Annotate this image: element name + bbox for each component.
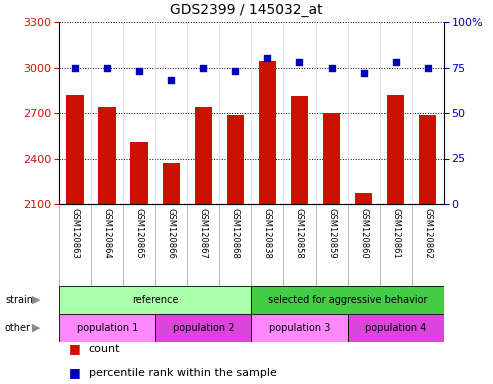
Point [359, 70, 367, 76]
Bar [419, 114, 436, 204]
Bar [251, 286, 444, 314]
Text: GSM120863: GSM120863 [70, 208, 80, 259]
Bar [59, 286, 251, 314]
Bar [387, 95, 404, 204]
Text: ▶: ▶ [32, 295, 40, 305]
Text: reference: reference [132, 295, 178, 305]
Text: population 3: population 3 [269, 323, 330, 333]
Bar [155, 314, 251, 342]
Text: selected for aggressive behavior: selected for aggressive behavior [268, 295, 427, 305]
Point [263, 55, 271, 61]
Point [391, 59, 399, 65]
Point [71, 65, 79, 71]
Text: GDS2399 / 145032_at: GDS2399 / 145032_at [170, 3, 323, 17]
Text: population 1: population 1 [76, 323, 138, 333]
Text: population 2: population 2 [173, 323, 234, 333]
Text: population 4: population 4 [365, 323, 426, 333]
Bar [67, 95, 84, 204]
Bar [259, 61, 276, 204]
Bar [131, 142, 148, 204]
Bar [163, 163, 180, 204]
Text: GSM120862: GSM120862 [423, 208, 432, 259]
Point [327, 65, 335, 71]
Text: strain: strain [5, 295, 33, 305]
Text: GSM120858: GSM120858 [295, 208, 304, 259]
Bar [355, 194, 372, 204]
Text: GSM120865: GSM120865 [135, 208, 144, 259]
Text: GSM120861: GSM120861 [391, 208, 400, 259]
Text: GSM120838: GSM120838 [263, 208, 272, 259]
Bar [323, 113, 340, 204]
Text: percentile rank within the sample: percentile rank within the sample [89, 368, 277, 378]
Point [199, 65, 207, 71]
Text: ■: ■ [69, 343, 81, 356]
Point [135, 68, 143, 74]
Text: GSM120864: GSM120864 [103, 208, 112, 259]
Point [231, 68, 239, 74]
Point [423, 65, 432, 71]
Text: GSM120867: GSM120867 [199, 208, 208, 259]
Bar [291, 96, 308, 204]
Text: other: other [5, 323, 31, 333]
Text: GSM120859: GSM120859 [327, 208, 336, 259]
Text: ■: ■ [69, 366, 81, 379]
Text: GSM120860: GSM120860 [359, 208, 368, 259]
Bar [59, 314, 155, 342]
Point [167, 77, 176, 83]
Point [295, 59, 303, 65]
Bar [195, 107, 212, 204]
Text: GSM120866: GSM120866 [167, 208, 176, 259]
Bar [251, 314, 348, 342]
Text: ▶: ▶ [32, 323, 40, 333]
Bar [99, 107, 116, 204]
Text: GSM120868: GSM120868 [231, 208, 240, 259]
Point [103, 65, 111, 71]
Bar [348, 314, 444, 342]
Bar [227, 114, 244, 204]
Text: count: count [89, 344, 120, 354]
